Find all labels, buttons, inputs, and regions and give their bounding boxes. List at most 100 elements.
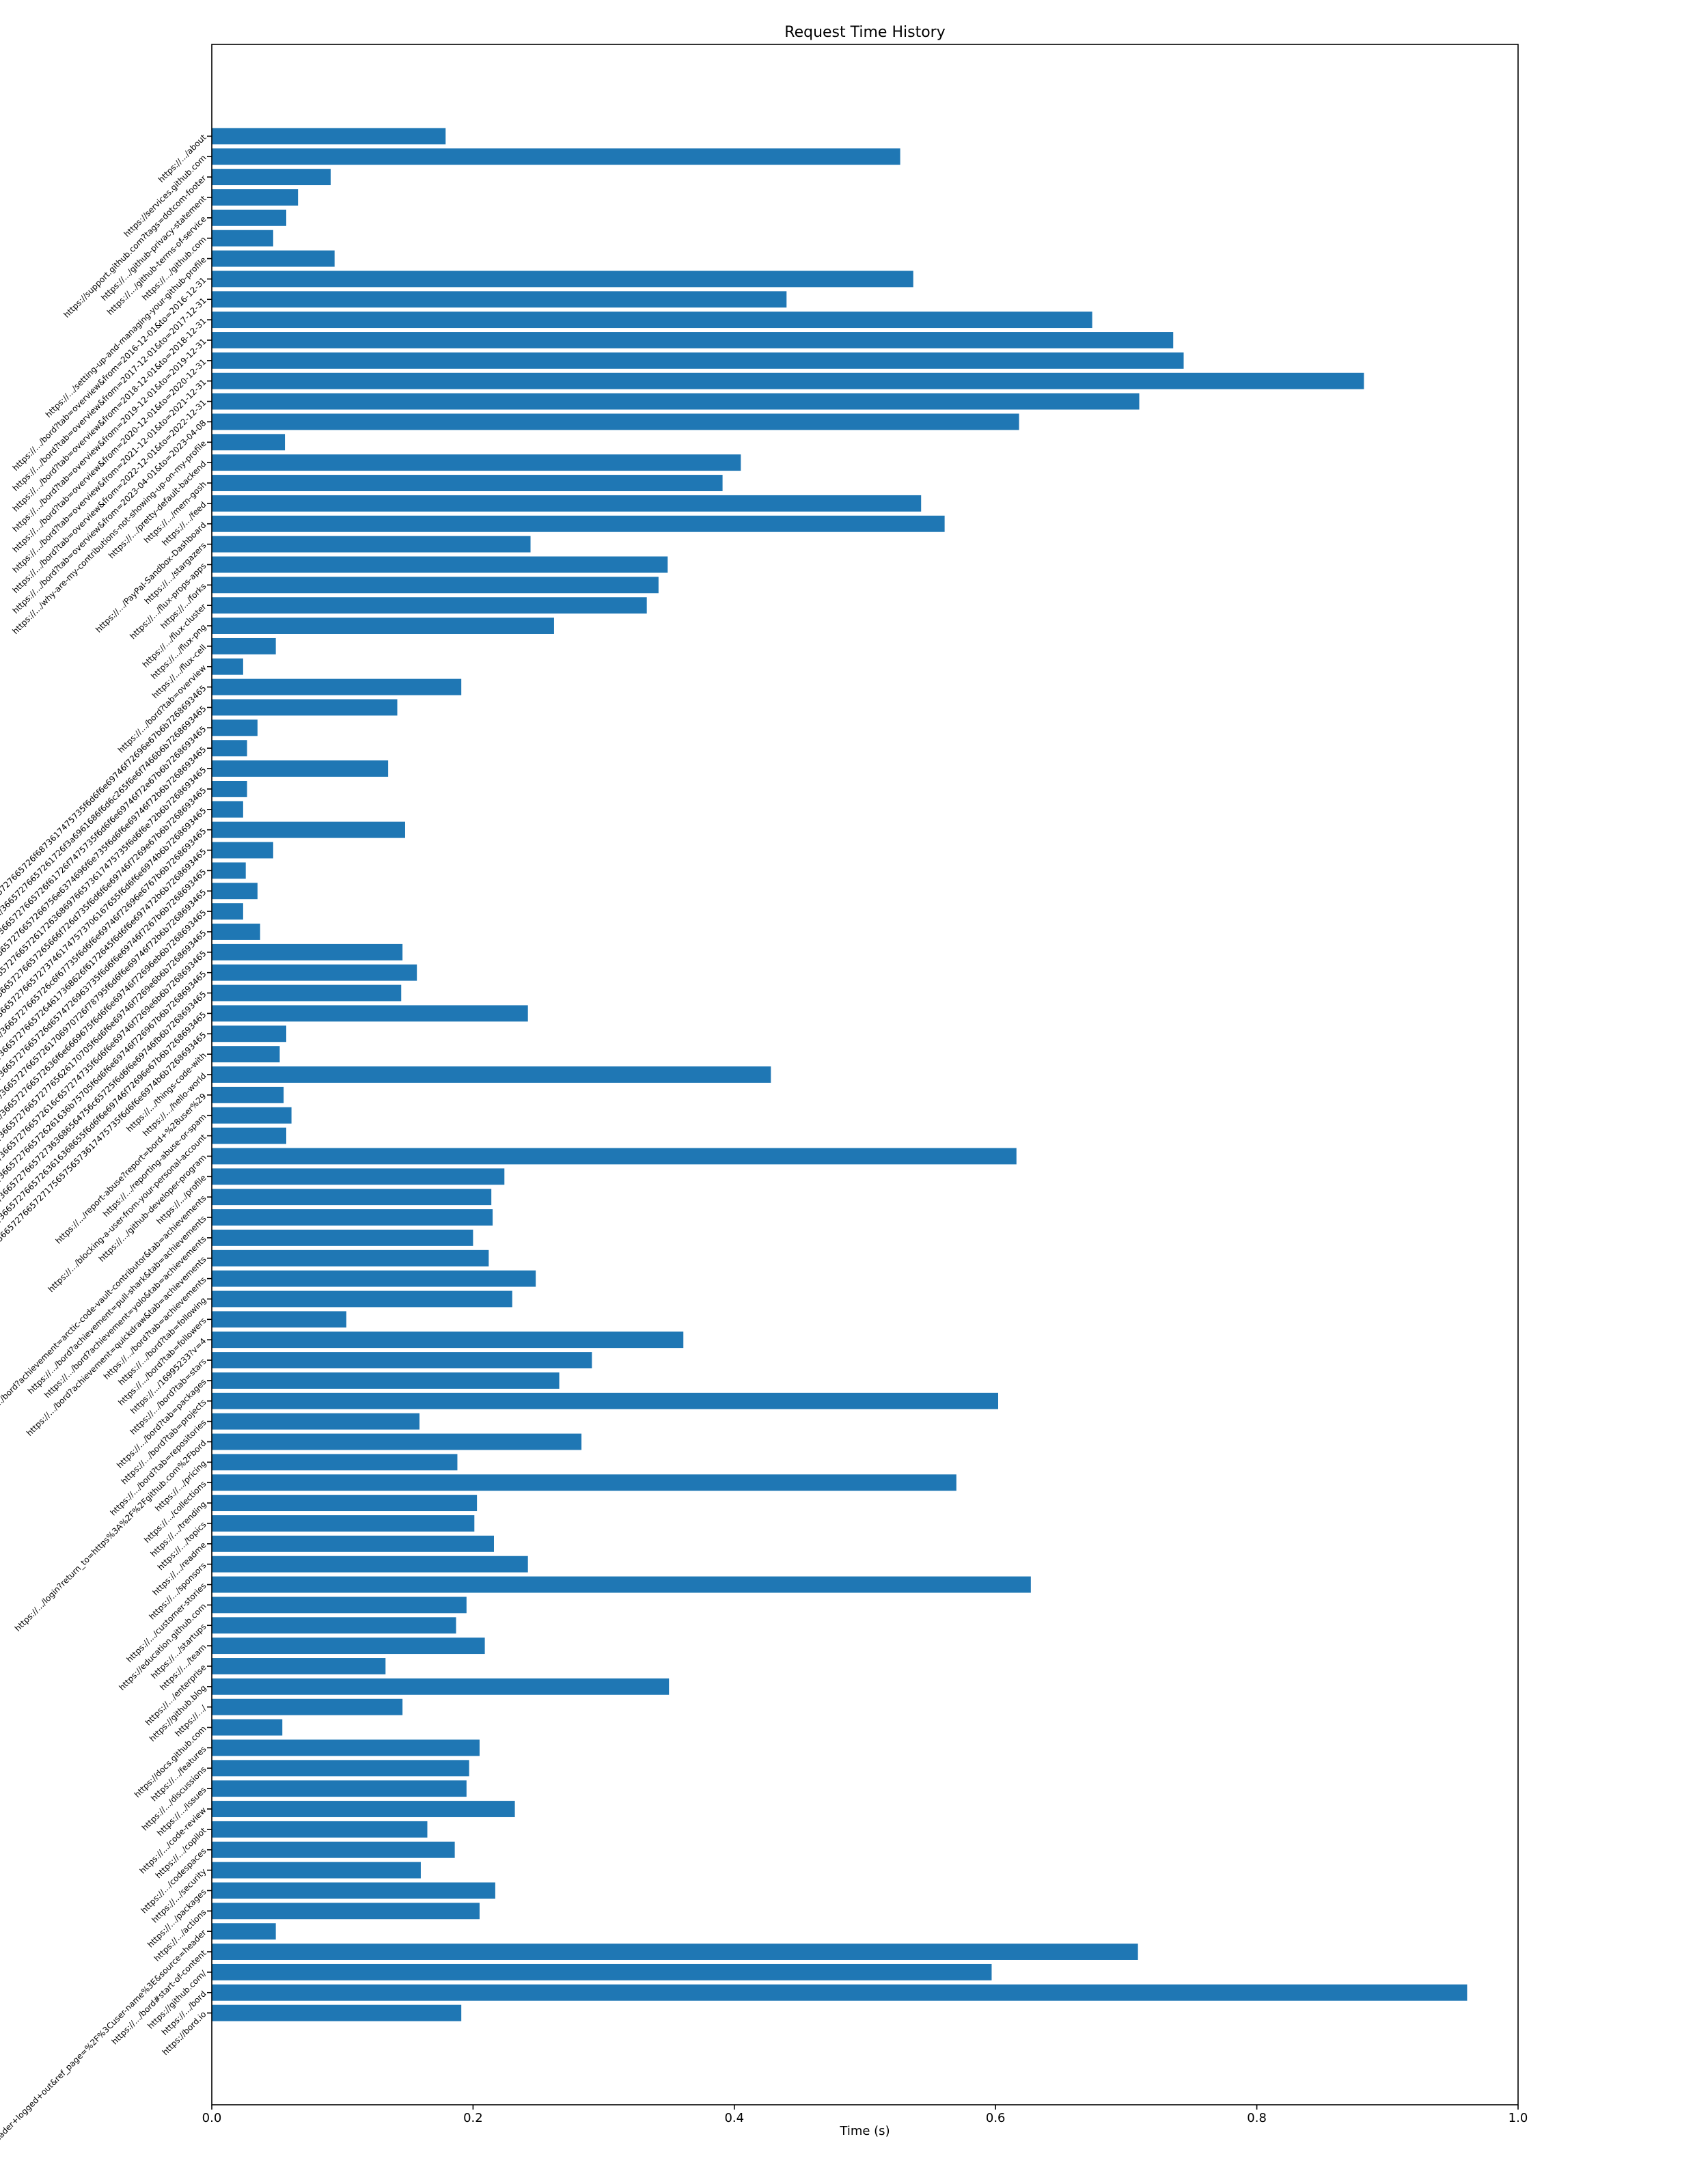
x-tick-label: 0.6 bbox=[986, 2111, 1006, 2125]
bar bbox=[212, 1698, 403, 1715]
bar bbox=[212, 1454, 458, 1471]
x-tick-label: 1.0 bbox=[1509, 2111, 1528, 2125]
bar bbox=[212, 1882, 495, 1899]
bar bbox=[212, 618, 554, 634]
bar bbox=[212, 1127, 286, 1144]
bar bbox=[212, 1209, 493, 1226]
bar bbox=[212, 1923, 276, 1940]
bar bbox=[212, 393, 1140, 410]
bar bbox=[212, 148, 900, 165]
bar bbox=[212, 1597, 467, 1614]
bar bbox=[212, 1780, 467, 1797]
bar bbox=[212, 1963, 992, 1980]
bar bbox=[212, 250, 335, 267]
bar bbox=[212, 1862, 421, 1879]
bar bbox=[212, 1739, 480, 1756]
bar bbox=[212, 1658, 386, 1674]
bar bbox=[212, 1189, 492, 1206]
bar bbox=[212, 556, 668, 573]
bar bbox=[212, 1474, 956, 1491]
bar bbox=[212, 1841, 455, 1858]
bar bbox=[212, 1005, 528, 1022]
bar bbox=[212, 209, 286, 226]
bar bbox=[212, 1372, 560, 1389]
bar bbox=[212, 1678, 670, 1695]
bar bbox=[212, 719, 258, 736]
bar bbox=[212, 1413, 420, 1430]
bar bbox=[212, 1046, 280, 1063]
bar bbox=[212, 1229, 473, 1246]
y-tick-label: https://.../signup?ref_cta=Sign+up&ref_l… bbox=[0, 1928, 208, 2169]
bar bbox=[212, 883, 258, 900]
bar bbox=[212, 1270, 536, 1287]
chart-title: Request Time History bbox=[784, 24, 945, 41]
bar bbox=[212, 515, 945, 532]
bar bbox=[212, 189, 299, 206]
bar bbox=[212, 1617, 456, 1634]
bar bbox=[212, 2004, 462, 2021]
bar bbox=[212, 658, 243, 675]
bar bbox=[212, 1311, 346, 1328]
bar bbox=[212, 1086, 284, 1103]
x-tick-label: 0.0 bbox=[202, 2111, 222, 2125]
bar bbox=[212, 924, 260, 940]
bar bbox=[212, 128, 446, 145]
bar bbox=[212, 1249, 489, 1267]
bar bbox=[212, 1760, 469, 1777]
bar bbox=[212, 862, 246, 879]
bar bbox=[212, 495, 922, 512]
bar bbox=[212, 169, 331, 186]
bar bbox=[212, 230, 273, 247]
bar bbox=[212, 637, 276, 654]
bar bbox=[212, 780, 247, 797]
bar bbox=[212, 1576, 1031, 1593]
bar bbox=[212, 699, 398, 716]
bar bbox=[212, 1392, 999, 1409]
x-tick-label: 0.4 bbox=[724, 2111, 744, 2125]
bar bbox=[212, 821, 405, 838]
bar bbox=[212, 1433, 582, 1450]
bar bbox=[212, 1107, 292, 1124]
bar bbox=[212, 1638, 485, 1655]
bar bbox=[212, 678, 462, 695]
bar bbox=[212, 1148, 1017, 1165]
x-tick-label: 0.2 bbox=[463, 2111, 483, 2125]
bar bbox=[212, 1515, 475, 1532]
bar bbox=[212, 903, 243, 920]
bar bbox=[212, 312, 1092, 329]
bar bbox=[212, 291, 787, 308]
bar bbox=[212, 984, 402, 1001]
bar bbox=[212, 1168, 505, 1185]
bar bbox=[212, 1944, 1138, 1960]
bar bbox=[212, 1535, 494, 1552]
bar bbox=[212, 1821, 428, 1838]
bar bbox=[212, 1495, 478, 1512]
bar bbox=[212, 1025, 286, 1042]
bar bbox=[212, 964, 417, 981]
bar bbox=[212, 536, 531, 553]
bar bbox=[212, 1801, 515, 1817]
bar bbox=[212, 597, 647, 614]
bar bbox=[212, 475, 723, 491]
bar bbox=[212, 413, 1019, 430]
bar bbox=[212, 1903, 480, 1920]
bar bbox=[212, 801, 243, 818]
bar bbox=[212, 760, 389, 777]
bar bbox=[212, 842, 273, 859]
bar bbox=[212, 271, 913, 288]
plot-frame bbox=[211, 44, 1519, 2105]
bar bbox=[212, 1331, 684, 1349]
bar bbox=[212, 352, 1184, 369]
bar bbox=[212, 1719, 283, 1736]
bar bbox=[212, 332, 1174, 348]
bar bbox=[212, 740, 247, 757]
x-tick-label: 0.8 bbox=[1247, 2111, 1267, 2125]
bar bbox=[212, 1556, 528, 1573]
bar bbox=[212, 1066, 771, 1083]
bar bbox=[212, 1290, 512, 1308]
bar bbox=[212, 434, 286, 451]
bar bbox=[212, 454, 741, 471]
bar bbox=[212, 1984, 1468, 2001]
